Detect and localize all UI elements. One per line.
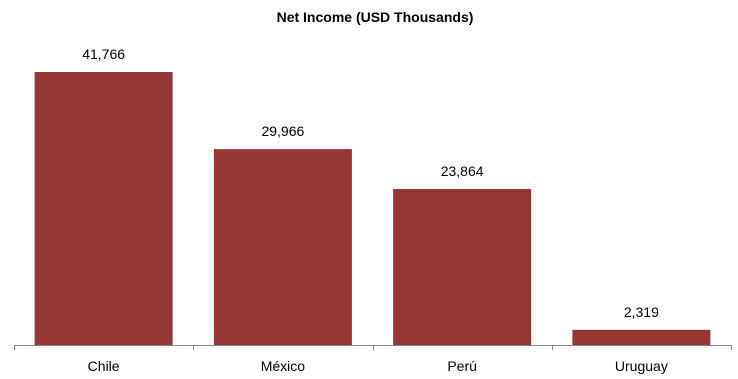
x-axis: [14, 345, 732, 350]
data-label-mexico: 29,966: [261, 123, 304, 139]
data-labels-layer: 41,766 29,966 23,864 2,319: [82, 46, 659, 320]
tick-label-chile: Chile: [88, 358, 120, 374]
bar-peru: [393, 189, 532, 345]
tick-label-mexico: México: [261, 358, 306, 374]
x-tick-labels: Chile México Perú Uruguay: [88, 358, 668, 374]
tick-label-peru: Perú: [447, 358, 477, 374]
bar-uruguay: [572, 329, 711, 345]
bar-mexico: [213, 149, 352, 345]
data-label-uruguay: 2,319: [624, 304, 659, 320]
data-label-peru: 23,864: [441, 163, 484, 179]
data-label-chile: 41,766: [82, 46, 125, 62]
chart-title: Net Income (USD Thousands): [277, 9, 474, 25]
bars-layer: [34, 72, 711, 345]
tick-label-uruguay: Uruguay: [615, 358, 668, 374]
bar-chile: [34, 72, 173, 345]
